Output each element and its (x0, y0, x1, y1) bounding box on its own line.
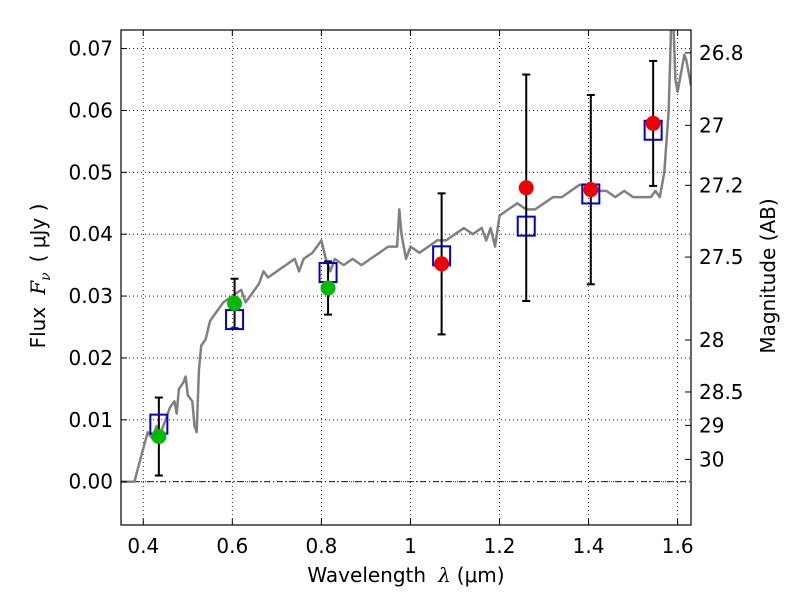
observed-point (583, 182, 599, 198)
x-axis-title: Wavelength λ (μm) (307, 563, 504, 587)
y-axis-subscript: ν (38, 272, 54, 281)
y2-axis-title: Magnitude (AB) (756, 198, 780, 353)
y2-tick-label: 28 (699, 328, 724, 352)
plot-frame (120, 29, 692, 526)
y-axis-title: Flux Fν ( μJy ) (26, 204, 54, 349)
x-axis-label-text: Wavelength (307, 563, 426, 587)
x-tick-label: 0.8 (305, 534, 337, 558)
y2-tick-label: 27.5 (699, 245, 744, 269)
grid-lines (121, 30, 691, 525)
x-tick-label: 1.2 (484, 534, 516, 558)
y2-tick-label: 28.5 (699, 380, 744, 404)
observed-point (645, 115, 661, 131)
y2-tick-label: 26.8 (699, 41, 744, 65)
observed-point (518, 180, 534, 196)
y2-tick-label: 27 (699, 113, 724, 137)
y-tick-label: 0.02 (68, 346, 113, 370)
x-tick-label: 1.4 (573, 534, 605, 558)
observed-point (434, 256, 450, 272)
observed-point (320, 280, 336, 296)
y-tick-label: 0.04 (68, 222, 113, 246)
y2-tick-labels: 26.8 27 27.2 27.5 28 28.5 29 30 (699, 41, 744, 472)
tick-marks (121, 30, 691, 525)
y-tick-label: 0.01 (68, 408, 113, 432)
observed-point (151, 429, 167, 445)
y2-tick-label: 29 (699, 413, 724, 437)
observed-point (227, 295, 243, 311)
model-point (516, 215, 536, 237)
x-tick-label: 1.6 (662, 534, 694, 558)
x-tick-labels: 0.4 0.6 0.8 1 1.2 1.4 1.6 (127, 534, 693, 558)
y-tick-label: 0.03 (68, 284, 113, 308)
y-axis-unit: ( μJy ) (26, 204, 50, 263)
y-tick-label: 0.05 (68, 160, 113, 184)
x-axis-symbol: λ (437, 563, 451, 587)
observed-points-layer (151, 115, 661, 445)
y2-tick-label: 27.2 (699, 173, 744, 197)
y-tick-labels: 0.00 0.01 0.02 0.03 0.04 0.05 0.06 0.07 (68, 37, 113, 494)
y-tick-label: 0.06 (68, 98, 113, 122)
y-axis-symbol: F (26, 280, 50, 296)
x-axis-unit: (μm) (457, 563, 505, 587)
x-tick-label: 0.6 (216, 534, 248, 558)
template-spectrum-line (121, 30, 691, 483)
template-spectrum-layer (121, 30, 691, 483)
y2-tick-label: 30 (699, 447, 724, 471)
x-tick-label: 1 (404, 534, 417, 558)
x-tick-label: 0.4 (127, 534, 159, 558)
y-axis-label-text: Flux (26, 307, 50, 349)
y-tick-label: 0.07 (68, 37, 113, 61)
y-tick-label: 0.00 (68, 470, 113, 494)
